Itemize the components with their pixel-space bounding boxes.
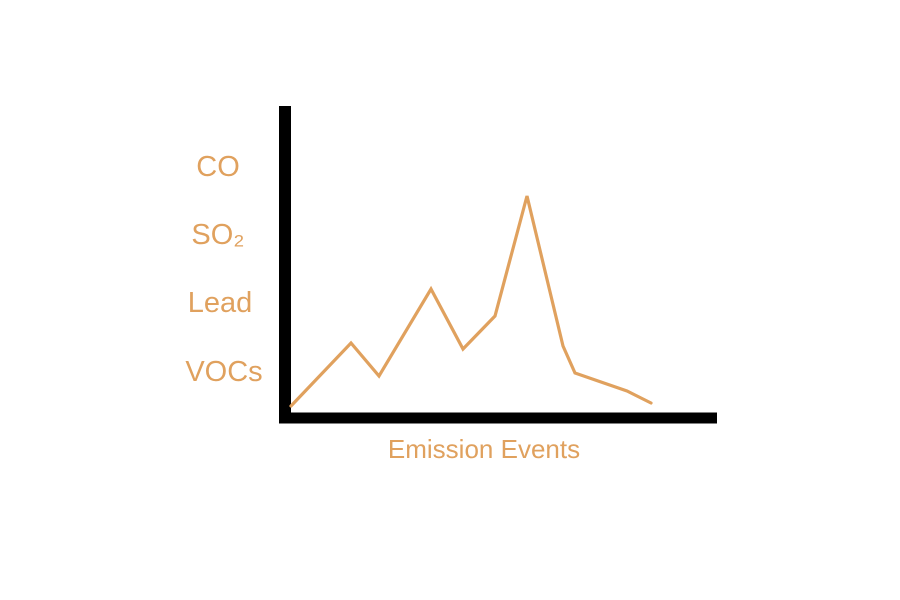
- x-axis-label: Emission Events: [388, 434, 580, 464]
- y-tick-label-co: CO: [196, 151, 240, 183]
- y-tick-label-so2: SO₂: [191, 219, 244, 251]
- y-tick-label-lead: Lead: [188, 287, 253, 319]
- y-tick-label-vocs: VOCs: [185, 356, 262, 388]
- series-line: [289, 195, 653, 408]
